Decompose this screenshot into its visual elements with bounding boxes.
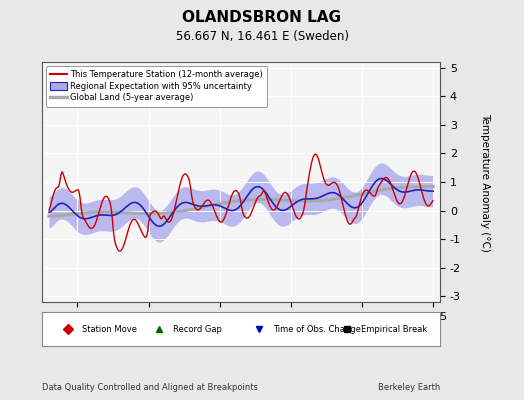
Text: Station Move: Station Move: [82, 324, 137, 334]
Text: Record Gap: Record Gap: [173, 324, 222, 334]
Y-axis label: Temperature Anomaly (°C): Temperature Anomaly (°C): [481, 112, 490, 252]
Text: Empirical Break: Empirical Break: [361, 324, 427, 334]
Text: 56.667 N, 16.461 E (Sweden): 56.667 N, 16.461 E (Sweden): [176, 30, 348, 43]
Text: Time of Obs. Change: Time of Obs. Change: [273, 324, 361, 334]
Legend: This Temperature Station (12-month average), Regional Expectation with 95% uncer: This Temperature Station (12-month avera…: [46, 66, 267, 106]
Text: Berkeley Earth: Berkeley Earth: [378, 383, 440, 392]
Text: OLANDSBRON LAG: OLANDSBRON LAG: [182, 10, 342, 25]
Text: Data Quality Controlled and Aligned at Breakpoints: Data Quality Controlled and Aligned at B…: [42, 383, 258, 392]
